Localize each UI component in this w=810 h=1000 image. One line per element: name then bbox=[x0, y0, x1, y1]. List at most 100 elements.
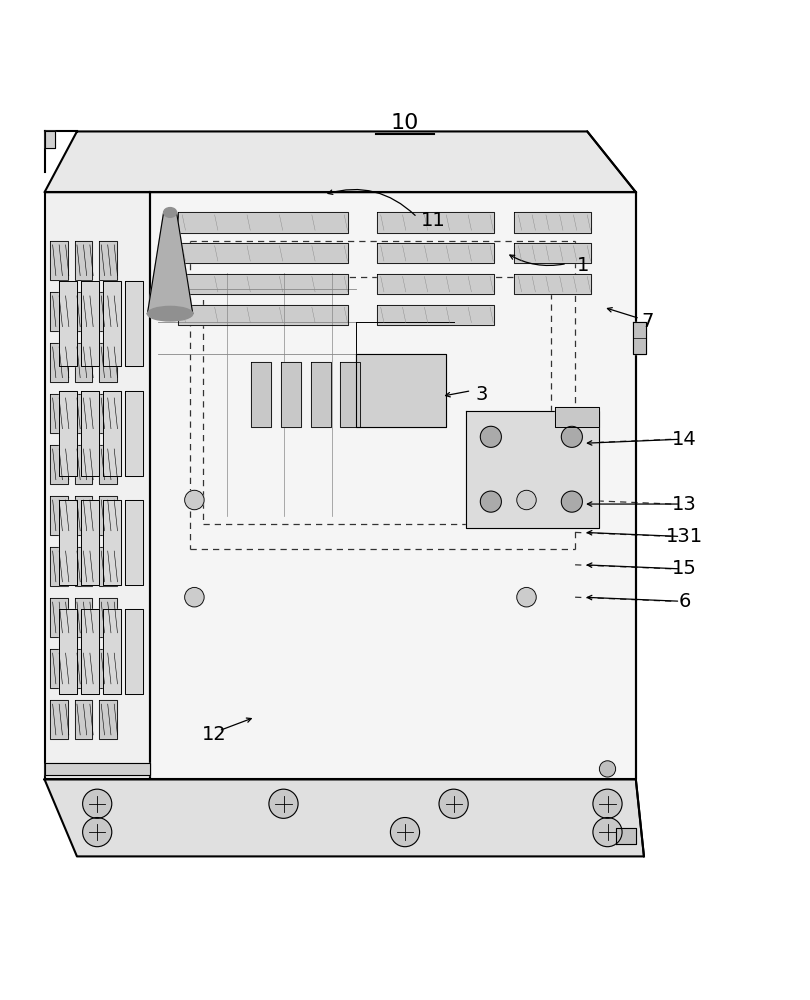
Circle shape bbox=[83, 818, 112, 847]
Polygon shape bbox=[251, 362, 271, 427]
Polygon shape bbox=[103, 281, 121, 366]
Circle shape bbox=[390, 818, 420, 847]
Polygon shape bbox=[75, 343, 92, 382]
Text: 1: 1 bbox=[577, 256, 590, 275]
Polygon shape bbox=[75, 649, 92, 688]
Polygon shape bbox=[377, 305, 494, 325]
Circle shape bbox=[480, 491, 501, 512]
Polygon shape bbox=[178, 243, 348, 263]
Polygon shape bbox=[125, 391, 143, 476]
Polygon shape bbox=[75, 394, 92, 433]
Polygon shape bbox=[103, 500, 121, 585]
Polygon shape bbox=[99, 445, 117, 484]
Polygon shape bbox=[99, 700, 117, 739]
Polygon shape bbox=[81, 391, 99, 476]
Polygon shape bbox=[466, 411, 599, 528]
Polygon shape bbox=[45, 779, 644, 856]
Polygon shape bbox=[616, 828, 636, 844]
Polygon shape bbox=[356, 354, 446, 427]
Circle shape bbox=[269, 789, 298, 818]
Polygon shape bbox=[377, 243, 494, 263]
Circle shape bbox=[593, 789, 622, 818]
Polygon shape bbox=[59, 609, 77, 694]
Text: 11: 11 bbox=[421, 211, 446, 230]
Polygon shape bbox=[281, 362, 301, 427]
Polygon shape bbox=[75, 547, 92, 586]
Polygon shape bbox=[377, 212, 494, 233]
Ellipse shape bbox=[147, 306, 193, 321]
Circle shape bbox=[439, 789, 468, 818]
Circle shape bbox=[593, 818, 622, 847]
Polygon shape bbox=[99, 241, 117, 280]
Polygon shape bbox=[99, 598, 117, 637]
Polygon shape bbox=[50, 292, 68, 331]
Polygon shape bbox=[310, 362, 330, 427]
Polygon shape bbox=[178, 274, 348, 294]
Polygon shape bbox=[45, 131, 55, 148]
Polygon shape bbox=[75, 496, 92, 535]
Polygon shape bbox=[50, 394, 68, 433]
Polygon shape bbox=[81, 500, 99, 585]
Polygon shape bbox=[75, 445, 92, 484]
Polygon shape bbox=[59, 391, 77, 476]
Polygon shape bbox=[178, 212, 348, 233]
Text: 7: 7 bbox=[642, 312, 654, 331]
Polygon shape bbox=[59, 500, 77, 585]
Circle shape bbox=[185, 490, 204, 510]
Polygon shape bbox=[99, 547, 117, 586]
Polygon shape bbox=[45, 763, 150, 775]
Polygon shape bbox=[45, 192, 150, 779]
Polygon shape bbox=[99, 343, 117, 382]
Polygon shape bbox=[125, 609, 143, 694]
Circle shape bbox=[561, 491, 582, 512]
Text: 14: 14 bbox=[672, 430, 697, 449]
Polygon shape bbox=[59, 281, 77, 366]
Polygon shape bbox=[75, 241, 92, 280]
Text: 12: 12 bbox=[202, 725, 227, 744]
Polygon shape bbox=[99, 496, 117, 535]
Polygon shape bbox=[150, 192, 636, 779]
Polygon shape bbox=[103, 391, 121, 476]
Polygon shape bbox=[50, 445, 68, 484]
Polygon shape bbox=[50, 343, 68, 382]
Polygon shape bbox=[340, 362, 360, 427]
Text: 10: 10 bbox=[390, 113, 420, 133]
Polygon shape bbox=[81, 281, 99, 366]
Circle shape bbox=[599, 761, 616, 777]
Text: 6: 6 bbox=[678, 592, 691, 611]
Text: 15: 15 bbox=[672, 559, 697, 578]
Polygon shape bbox=[50, 547, 68, 586]
Polygon shape bbox=[50, 649, 68, 688]
Text: 13: 13 bbox=[672, 495, 697, 514]
Polygon shape bbox=[555, 407, 599, 427]
Polygon shape bbox=[50, 241, 68, 280]
Text: 3: 3 bbox=[475, 385, 488, 404]
Polygon shape bbox=[514, 212, 591, 233]
Ellipse shape bbox=[164, 208, 177, 217]
Text: 131: 131 bbox=[666, 527, 703, 546]
Polygon shape bbox=[103, 609, 121, 694]
Polygon shape bbox=[147, 212, 193, 314]
Polygon shape bbox=[50, 598, 68, 637]
Circle shape bbox=[83, 789, 112, 818]
Polygon shape bbox=[178, 305, 348, 325]
Polygon shape bbox=[125, 281, 143, 366]
Circle shape bbox=[185, 587, 204, 607]
Polygon shape bbox=[99, 394, 117, 433]
Polygon shape bbox=[377, 274, 494, 294]
Polygon shape bbox=[45, 131, 636, 192]
Polygon shape bbox=[514, 274, 591, 294]
Polygon shape bbox=[514, 243, 591, 263]
Circle shape bbox=[517, 587, 536, 607]
Polygon shape bbox=[99, 649, 117, 688]
Polygon shape bbox=[81, 609, 99, 694]
Polygon shape bbox=[75, 292, 92, 331]
Polygon shape bbox=[75, 700, 92, 739]
Polygon shape bbox=[50, 496, 68, 535]
Polygon shape bbox=[99, 292, 117, 331]
Polygon shape bbox=[75, 598, 92, 637]
Polygon shape bbox=[633, 322, 646, 354]
Polygon shape bbox=[125, 500, 143, 585]
Circle shape bbox=[561, 426, 582, 447]
Circle shape bbox=[517, 490, 536, 510]
